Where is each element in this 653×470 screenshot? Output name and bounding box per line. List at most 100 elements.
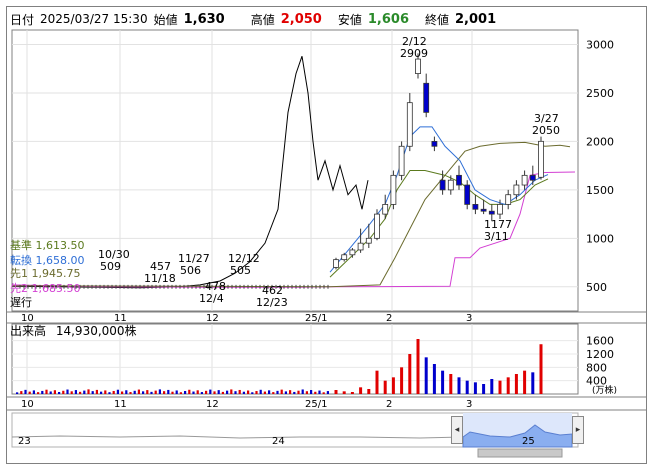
navigator-left-handle[interactable]: ◂ [451,416,463,444]
annotation-value-4: 505 [230,264,251,277]
candle-body-19 [488,210,495,215]
volume-bar-bg-1 [20,391,23,394]
price-ytick-1500: 1500 [586,184,614,197]
volume-bar-1 [342,391,346,394]
open-value: 1,630 [183,11,225,27]
candle-body-24 [529,174,536,181]
volume-bar-bg-34 [158,389,161,394]
annotation-value-5: 462 [262,284,283,297]
volume-label: 出来高 14,930,000株 [10,322,137,339]
volume-bar-bg-42 [192,391,195,394]
volume-bar-bg-16 [83,390,86,394]
volume-bar-25 [539,344,543,394]
navigator-label-0: 23 [18,436,31,447]
indicator-kijun-label: 基準 [10,239,32,252]
annotation-value-8: 2050 [532,124,560,137]
volume-xtick-1: 11 [114,399,127,410]
senkou1-line [11,141,571,288]
price-header: 日付 2025/03/27 15:30 始値 1,630 高値 2,050 安値… [10,10,496,28]
volume-bar-bg-58 [259,389,262,394]
navigator-right-handle[interactable]: ▸ [572,416,584,444]
volume-bar-bg-60 [268,390,271,394]
volume-bar-bg-37 [171,391,174,394]
volume-bar-bg-23 [112,390,115,394]
volume-bar-3 [359,387,363,394]
volume-xtick-4: 2 [386,399,392,410]
annotation-value-1: 506 [180,264,201,277]
volume-bar-11 [424,357,428,394]
open-label: 始値 [153,12,178,27]
price-ytick-2000: 2000 [586,135,614,148]
indicator-tenkan-label: 転換 [10,254,32,267]
volume-bar-bg-24 [116,389,119,394]
volume-bar-bg-6 [41,390,44,394]
annotation-date-1: 11/27 [178,252,210,265]
volume-bar-7 [391,377,395,394]
volume-title: 出来高 [10,324,47,338]
low-value: 1,606 [367,11,409,27]
navigator-scrollbar [477,448,563,458]
candle-body-7 [390,174,397,205]
candle-body-11 [423,82,430,113]
indicator-kijun: 基準 1,613.50 [10,240,84,252]
volume-bar-bg-29 [137,389,140,394]
navigator-label-2: 25 [522,436,535,447]
volume-bar-bg-26 [125,390,128,394]
volume-bar-bg-11 [62,390,65,394]
volume-bar-bg-43 [196,390,199,394]
navigator-window-area [462,424,573,448]
annotation-date-5: 12/23 [256,296,288,309]
volume-bar-bg-39 [179,392,182,394]
volume-bar-2 [350,392,354,394]
volume-bar-bg-62 [276,390,279,394]
volume-bar-bg-33 [154,390,157,394]
volume-bar-bg-44 [200,392,203,394]
volume-bar-bg-56 [251,392,254,394]
candle-body-17 [472,204,479,210]
annotation-value-0: 509 [100,260,121,273]
volume-bar-bg-74 [326,391,329,394]
volume-bar-17 [473,382,477,394]
volume-bar-18 [482,384,486,394]
volume-bar-bg-22 [108,392,111,394]
volume-bar-16 [465,380,469,394]
indicator-senkou1-label: 先1 [10,267,28,280]
volume-bar-bg-49 [221,391,224,394]
volume-bar-22 [514,374,518,394]
volume-bar-bg-27 [129,392,132,394]
candle-body-3 [357,242,364,251]
volume-bar-bg-68 [301,389,304,394]
indicator-senkou2: 先2 1,685.50 [10,283,80,295]
annotation-date-6: 2/12 [402,35,427,48]
high-value: 2,050 [280,11,322,27]
volume-xtick-5: 3 [466,399,472,410]
volume-bar-14 [449,374,453,394]
volume-bar-bg-21 [104,390,107,394]
indicator-senkou1-value: 1,945.75 [31,267,81,280]
volume-bar-bg-50 [226,390,229,394]
volume-bar-24 [531,372,535,394]
volume-bar-bg-17 [87,389,90,394]
candle-body-25 [538,140,544,178]
annotation-value-2: 457 [150,260,171,273]
volume-bar-4 [367,389,371,394]
volume-bar-bg-64 [284,391,287,394]
price-xtick-0: 10 [21,313,34,324]
indicator-senkou2-label: 先2 [10,282,28,295]
volume-bar-20 [498,380,502,394]
volume-bar-12 [432,364,436,394]
volume-bar-bg-12 [66,389,69,394]
volume-bar-19 [490,379,494,394]
volume-bar-bg-65 [289,390,292,394]
date-label: 日付 [10,12,35,27]
volume-bar-bg-66 [293,391,296,394]
volume-bar-bg-10 [58,392,61,394]
indicator-senkou1: 先1 1,945.75 [10,268,80,280]
annotation-value-3: 478 [205,280,226,293]
volume-bar-bg-25 [121,391,124,394]
volume-bar-bg-51 [230,389,233,394]
volume-bar-bg-35 [163,391,166,394]
volume-ytick-400: 400 [586,375,607,388]
candle-body-14 [447,179,454,191]
